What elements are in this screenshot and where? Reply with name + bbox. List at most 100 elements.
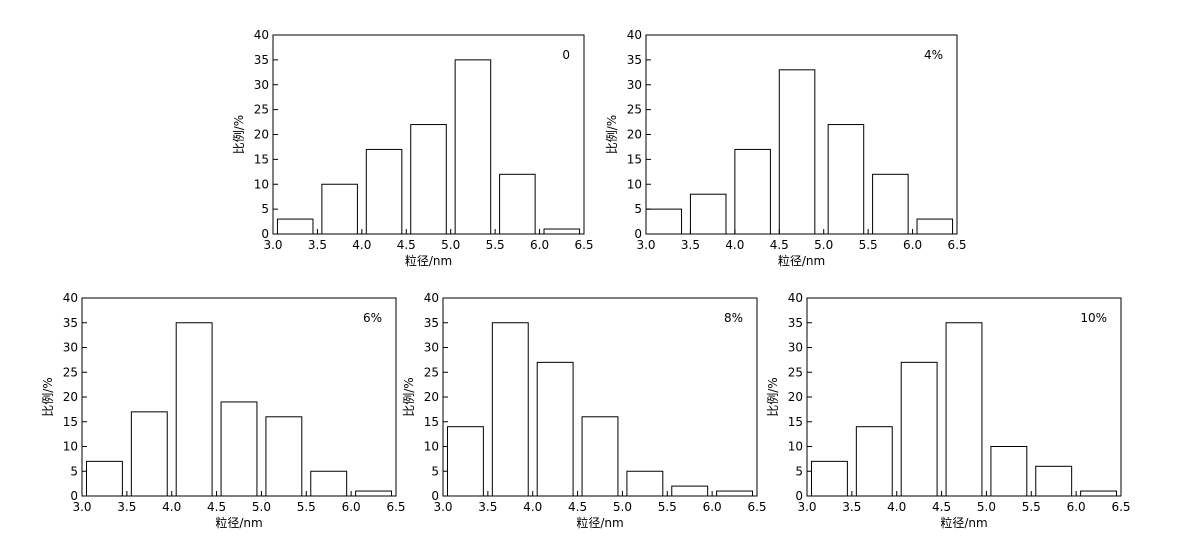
- histogram-bar: [365, 148, 403, 235]
- histogram-bar: [1035, 465, 1073, 497]
- histogram-bar: [581, 416, 619, 497]
- x-tick-label: 3.5: [117, 500, 136, 514]
- x-tick-label: 6.5: [747, 500, 766, 514]
- histogram-bar: [454, 59, 492, 235]
- x-tick-label: 4.0: [523, 500, 542, 514]
- y-tick-label: 20: [627, 128, 642, 142]
- histogram-bar: [175, 322, 213, 497]
- x-tick-label: 3.5: [842, 500, 861, 514]
- y-tick-label: 0: [634, 227, 642, 241]
- y-tick-label: 15: [63, 415, 78, 429]
- y-tick-label: 25: [788, 365, 803, 379]
- y-tick-label: 35: [63, 316, 78, 330]
- histogram-bar: [945, 322, 983, 497]
- histogram-bar: [626, 470, 664, 497]
- y-tick-label: 25: [424, 365, 439, 379]
- x-tick-label: 5.0: [613, 500, 632, 514]
- x-tick-label: 4.0: [725, 238, 744, 252]
- y-tick-label: 10: [63, 440, 78, 454]
- y-tick-label: 5: [795, 464, 803, 478]
- histogram-bar: [778, 69, 816, 235]
- histogram-bar: [265, 416, 303, 497]
- y-tick-label: 40: [627, 28, 642, 42]
- histogram-bar: [85, 460, 123, 497]
- x-tick-label: 5.0: [441, 238, 460, 252]
- y-tick-label: 40: [63, 291, 78, 305]
- y-tick-label: 30: [627, 78, 642, 92]
- x-tick-label: 5.0: [814, 238, 833, 252]
- y-tick-label: 5: [70, 464, 78, 478]
- x-tick-label: 4.5: [568, 500, 587, 514]
- x-axis-label: 粒径/nm: [778, 253, 825, 268]
- y-tick-label: 35: [424, 316, 439, 330]
- histogram-bar: [499, 173, 536, 235]
- histogram-bar: [446, 426, 484, 497]
- y-tick-label: 35: [627, 53, 642, 67]
- x-tick-label: 3.0: [636, 238, 655, 252]
- x-tick-label: 5.5: [859, 238, 878, 252]
- histogram-bar: [734, 148, 771, 235]
- histogram-bar: [916, 218, 954, 235]
- y-tick-label: 10: [424, 440, 439, 454]
- histogram-bar: [310, 470, 348, 497]
- histogram-bar: [543, 228, 581, 235]
- x-tick-label: 6.0: [342, 500, 361, 514]
- histogram-bar: [900, 361, 938, 497]
- y-tick-label: 0: [795, 489, 803, 503]
- x-tick-label: 5.5: [658, 500, 677, 514]
- x-tick-label: 4.0: [162, 500, 181, 514]
- x-tick-label: 6.5: [574, 238, 593, 252]
- histogram-panel-0: 3.0 3.5 4.0 4.5 5.0 5.5 6.0 6.5 0 5 10 15 20 25 30 35 40…: [232, 28, 594, 268]
- x-tick-label: 4.5: [397, 238, 416, 252]
- y-tick-label: 40: [424, 291, 439, 305]
- histogram-bar: [1080, 490, 1118, 497]
- y-tick-label: 0: [70, 489, 78, 503]
- y-tick-label: 0: [431, 489, 439, 503]
- y-axis-label: 比例/%: [232, 115, 246, 154]
- y-tick-label: 30: [63, 341, 78, 355]
- x-tick-label: 5.5: [486, 238, 505, 252]
- y-tick-label: 25: [627, 103, 642, 117]
- y-tick-label: 15: [254, 152, 269, 166]
- y-tick-label: 5: [261, 202, 269, 216]
- y-tick-label: 15: [424, 415, 439, 429]
- x-tick-label: 3.0: [263, 238, 282, 252]
- y-tick-label: 5: [634, 202, 642, 216]
- histogram-bar: [855, 426, 893, 497]
- panel-label: 6%: [363, 311, 382, 325]
- x-tick-label: 6.0: [530, 238, 549, 252]
- x-tick-label: 3.0: [72, 500, 91, 514]
- y-tick-label: 0: [261, 227, 269, 241]
- y-tick-label: 10: [254, 177, 269, 191]
- x-tick-label: 6.5: [947, 238, 966, 252]
- y-tick-label: 35: [788, 316, 803, 330]
- histogram-panel-3: 3.0 3.5 4.0 4.5 5.0 5.5 6.0 6.5 0 5 10 15 20 25 30 35 40…: [402, 291, 767, 530]
- x-tick-label: 4.0: [352, 238, 371, 252]
- y-tick-label: 15: [627, 152, 642, 166]
- x-tick-label: 4.5: [770, 238, 789, 252]
- histogram-bar: [536, 361, 574, 497]
- histogram-bar: [130, 411, 168, 497]
- x-tick-label: 3.0: [433, 500, 452, 514]
- histogram-panel-4: 3.0 3.5 4.0 4.5 5.0 5.5 6.0 6.5 0 5 10 15 20 25 30 35 40…: [766, 291, 1131, 530]
- histogram-bar: [645, 208, 683, 235]
- y-axis-label: 比例/%: [41, 377, 55, 416]
- panel-label: 4%: [924, 48, 943, 62]
- histogram-panel-2: 3.0 3.5 4.0 4.5 5.0 5.5 6.0 6.5 0 5 10 15 20 25 30 35 40…: [41, 291, 406, 530]
- y-tick-label: 20: [788, 390, 803, 404]
- x-tick-label: 3.5: [478, 500, 497, 514]
- panel-label: 10%: [1080, 311, 1107, 325]
- x-tick-label: 5.0: [977, 500, 996, 514]
- x-tick-label: 5.5: [1022, 500, 1041, 514]
- x-axis-label: 粒径/nm: [405, 253, 452, 268]
- y-tick-label: 30: [424, 341, 439, 355]
- y-tick-label: 10: [627, 177, 642, 191]
- histogram-bar: [689, 193, 727, 235]
- y-tick-label: 20: [254, 128, 269, 142]
- y-tick-label: 40: [788, 291, 803, 305]
- x-tick-label: 4.0: [887, 500, 906, 514]
- y-tick-label: 30: [788, 341, 803, 355]
- x-tick-label: 6.5: [1111, 500, 1130, 514]
